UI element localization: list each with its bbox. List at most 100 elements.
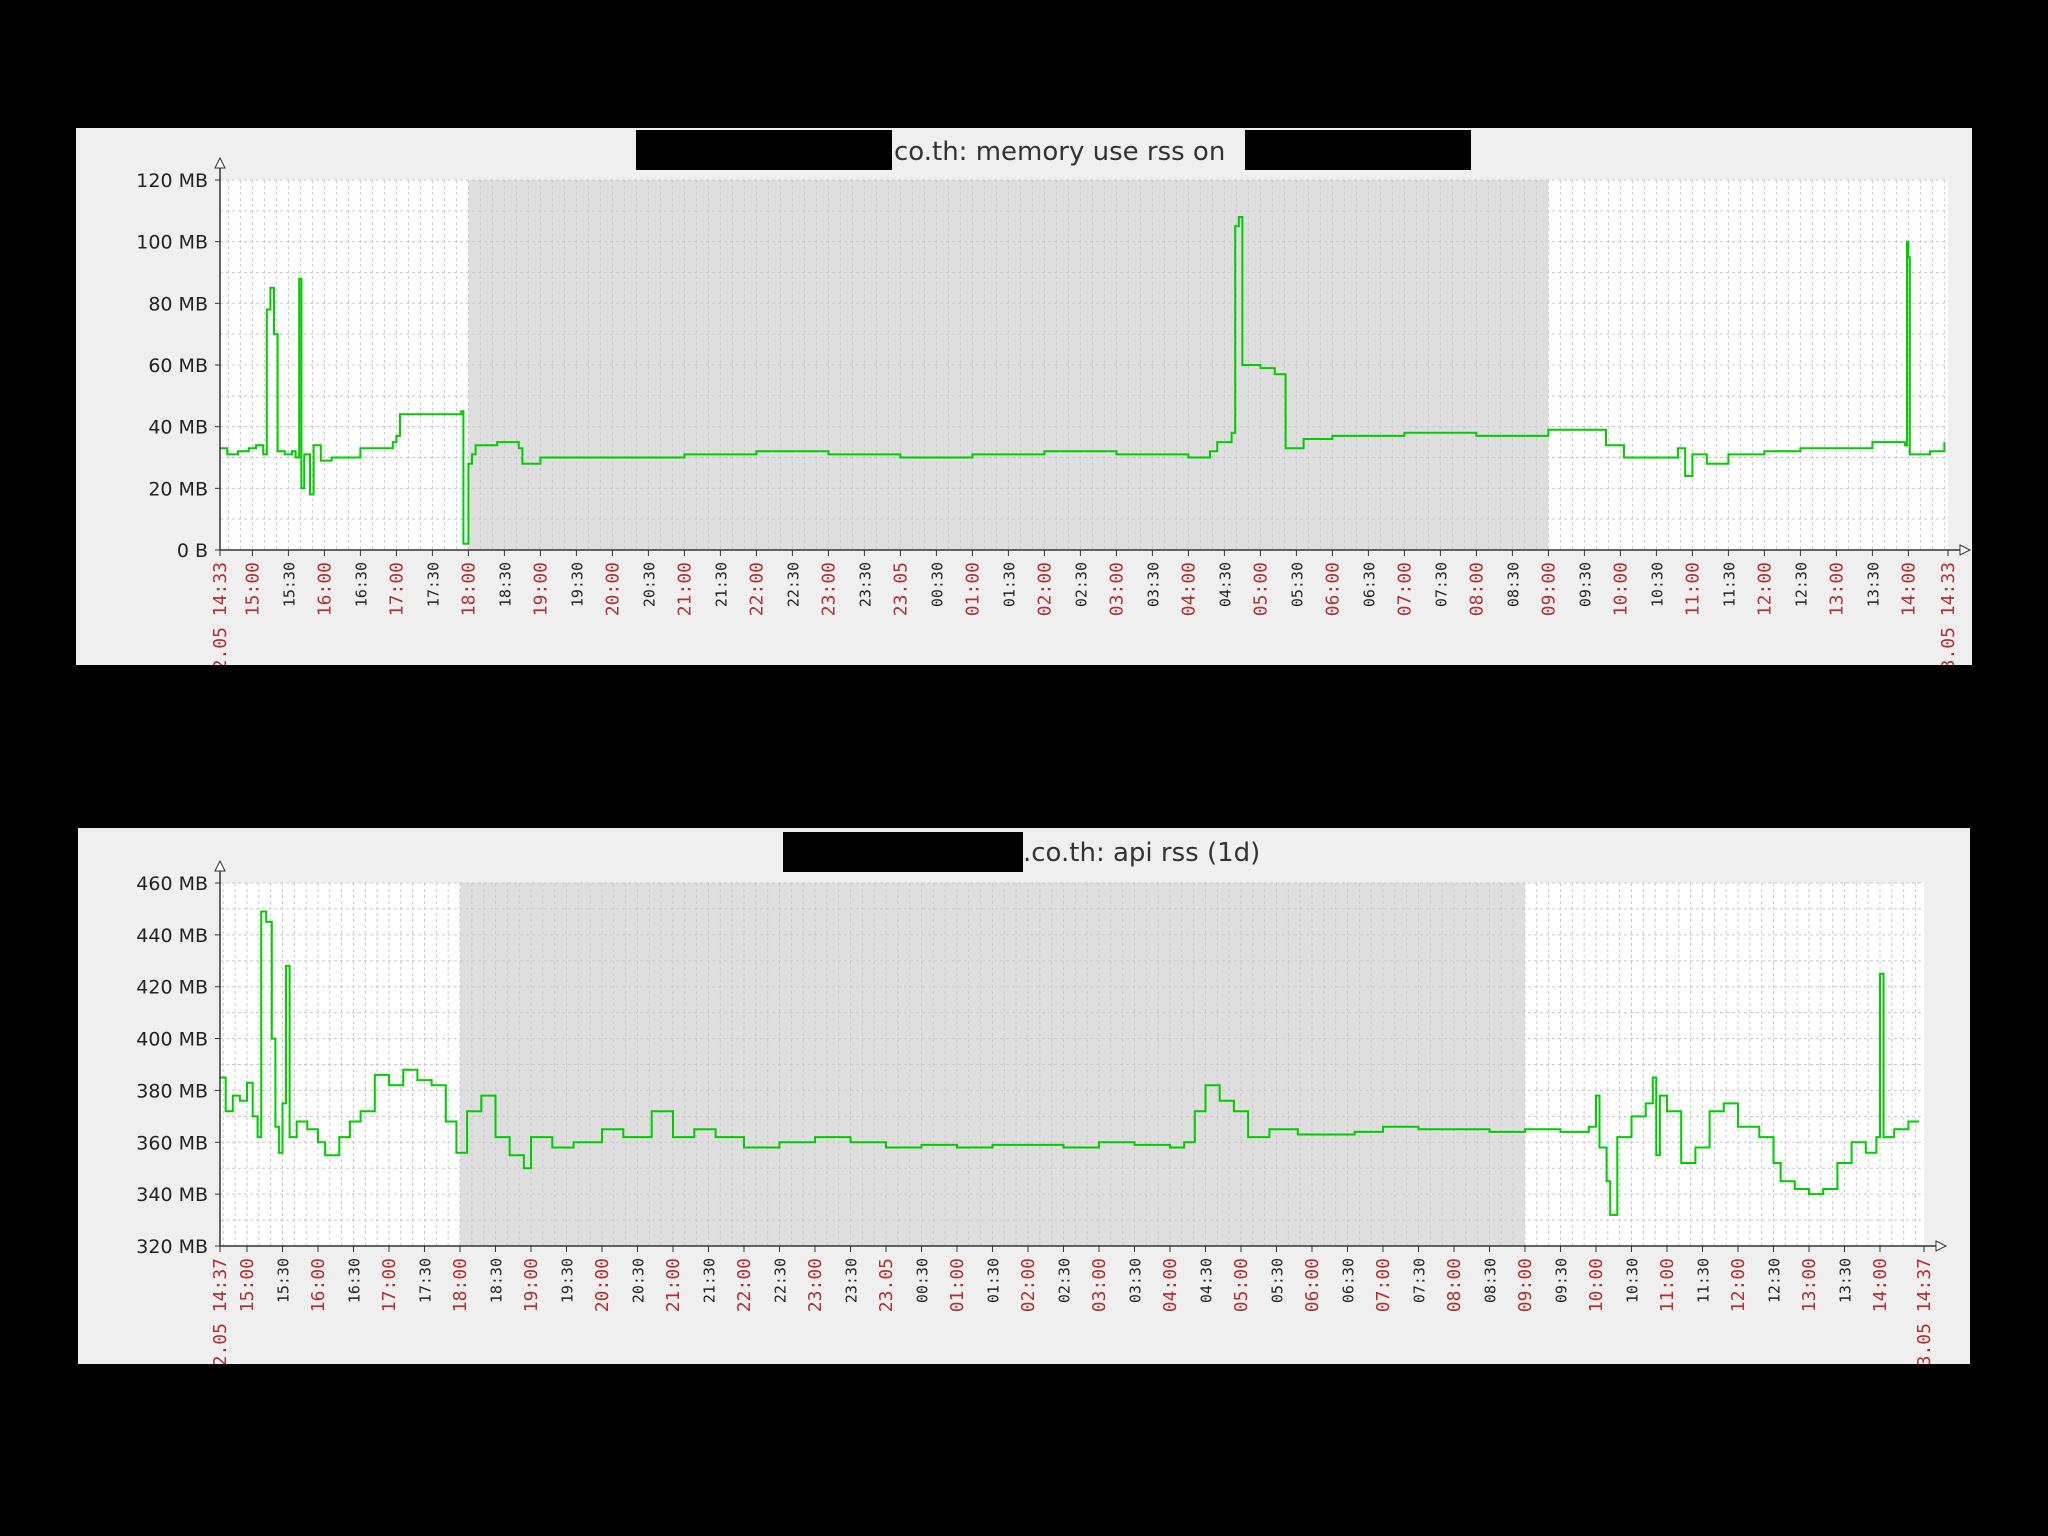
x-tick-label: 02:00 — [1034, 562, 1055, 616]
x-tick-label: 17:00 — [379, 1258, 400, 1312]
x-tick-label: 16:00 — [308, 1258, 329, 1312]
title-redaction-right — [1245, 130, 1471, 170]
x-tick-label: 06:00 — [1322, 562, 1343, 616]
y-axis-arrow — [214, 859, 226, 872]
x-tick-label: 04:30 — [1216, 562, 1234, 607]
y-tick-label: 400 MB — [136, 1029, 208, 1051]
y-tick-label: 460 MB — [136, 873, 208, 895]
x-tick-label: 17:30 — [424, 562, 442, 607]
y-tick-label: 320 MB — [136, 1236, 208, 1258]
x-tick-label: 09:00 — [1515, 1258, 1536, 1312]
x-tick-label: 13:00 — [1826, 562, 1847, 616]
x-tick-label: 23:30 — [856, 562, 874, 607]
x-tick-label: 22:30 — [784, 562, 802, 607]
title-redaction-left — [636, 130, 892, 170]
x-tick-label: 01:30 — [1000, 562, 1018, 607]
x-tick-label: 08:30 — [1482, 1258, 1500, 1303]
x-axis-arrow — [1935, 1240, 1948, 1252]
grid — [220, 179, 1948, 551]
x-tick-label: 12:00 — [1728, 1258, 1749, 1312]
x-tick-label: 22:00 — [746, 562, 767, 616]
x-tick-label: 03:00 — [1089, 1258, 1110, 1312]
x-tick-label: 08:30 — [1504, 562, 1522, 607]
x-tick-label: 18:30 — [496, 562, 514, 607]
x-tick-label: 00:30 — [914, 1258, 932, 1303]
y-tick-label: 20 MB — [148, 478, 208, 500]
plot-area — [220, 882, 1924, 1247]
chart-title: co.th: memory use rss on — [894, 137, 1225, 167]
memory-rss-graph-panel: co.th: memory use rss on 0 B 20 MB 40 MB 60… — [76, 128, 1972, 665]
x-tick-label: 15:30 — [280, 562, 298, 607]
x-tick-label: 20:30 — [630, 1258, 648, 1303]
x-tick-label: 05:30 — [1269, 1258, 1287, 1303]
x-tick-label: 01:00 — [947, 1258, 968, 1312]
x-tick-label: 20:00 — [592, 1258, 613, 1312]
x-tick-label: 04:00 — [1160, 1258, 1181, 1312]
x-tick-label: 16:00 — [314, 562, 335, 616]
x-tick-label: 13:30 — [1837, 1258, 1855, 1303]
x-tick-label: 2.05 14:33 — [210, 562, 231, 665]
x-tick-label: 14:00 — [1870, 1258, 1891, 1312]
x-tick-label: 10:30 — [1624, 1258, 1642, 1303]
x-tick-label: 04:00 — [1178, 562, 1199, 616]
x-tick-label: 19:00 — [521, 1258, 542, 1312]
x-tick-label: 14:00 — [1898, 562, 1919, 616]
memory-rss-chart: co.th: memory use rss on 0 B 20 MB 40 MB 60… — [136, 130, 1972, 665]
x-tick-label: 2.05 14:37 — [210, 1258, 231, 1364]
x-tick-label: 23.05 — [890, 562, 911, 616]
x-tick-label: 3.05 14:37 — [1914, 1258, 1935, 1364]
x-tick-label: 11:00 — [1682, 562, 1703, 616]
x-tick-label: 06:00 — [1302, 1258, 1323, 1312]
x-tick-label: 21:30 — [701, 1258, 719, 1303]
x-tick-label: 15:30 — [275, 1258, 293, 1303]
y-tick-label: 120 MB — [136, 170, 208, 192]
x-tick-label: 23:30 — [843, 1258, 861, 1303]
x-tick-label: 11:30 — [1720, 562, 1738, 607]
api-rss-chart: .co.th: api rss (1d) 320 MB 340 MB 360 MB 3… — [136, 832, 1948, 1364]
x-tick-label: 10:00 — [1586, 1258, 1607, 1312]
x-tick-label: 07:00 — [1373, 1258, 1394, 1312]
y-tick-label: 0 B — [177, 540, 208, 562]
x-axis-arrow — [1959, 544, 1972, 556]
x-tick-label: 05:30 — [1288, 562, 1306, 607]
grid — [220, 882, 1924, 1247]
x-tick-label: 21:00 — [674, 562, 695, 616]
x-tick-label: 08:00 — [1466, 562, 1487, 616]
x-tick-label: 03:00 — [1106, 562, 1127, 616]
x-tick-label: 12:30 — [1792, 562, 1810, 607]
x-tick-label: 12:00 — [1754, 562, 1775, 616]
x-tick-label: 3.05 14:33 — [1938, 562, 1959, 665]
x-tick-label: 02:00 — [1018, 1258, 1039, 1312]
x-tick-label: 22:00 — [734, 1258, 755, 1312]
y-tick-label: 420 MB — [136, 977, 208, 999]
x-tick-label: 06:30 — [1340, 1258, 1358, 1303]
x-tick-label: 05:00 — [1250, 562, 1271, 616]
x-tick-label: 03:30 — [1144, 562, 1162, 607]
x-tick-label: 04:30 — [1198, 1258, 1216, 1303]
y-tick-label: 40 MB — [148, 417, 208, 439]
y-tick-label: 360 MB — [136, 1132, 208, 1154]
x-tick-label: 09:30 — [1553, 1258, 1571, 1303]
x-tick-label: 16:30 — [346, 1258, 364, 1303]
x-tick-label: 23:00 — [805, 1258, 826, 1312]
x-tick-label: 17:00 — [386, 562, 407, 616]
y-axis-arrow — [214, 156, 226, 169]
y-tick-label: 340 MB — [136, 1184, 208, 1206]
x-tick-label: 22:30 — [772, 1258, 790, 1303]
chart-title: .co.th: api rss (1d) — [1023, 838, 1260, 868]
y-tick-label: 100 MB — [136, 232, 208, 254]
x-tick-label: 11:00 — [1657, 1258, 1678, 1312]
x-tick-label: 02:30 — [1056, 1258, 1074, 1303]
x-tick-label: 01:00 — [962, 562, 983, 616]
x-tick-label: 23.05 — [876, 1258, 897, 1312]
x-tick-label: 19:30 — [568, 562, 586, 607]
x-tick-label: 21:30 — [712, 562, 730, 607]
x-tick-label: 15:00 — [237, 1258, 258, 1312]
x-tick-label: 06:30 — [1360, 562, 1378, 607]
x-tick-label: 12:30 — [1766, 1258, 1784, 1303]
x-tick-label: 15:00 — [242, 562, 263, 616]
y-tick-label: 80 MB — [148, 293, 208, 315]
x-tick-label: 19:00 — [530, 562, 551, 616]
title-redaction-left — [783, 832, 1023, 872]
x-tick-label: 21:00 — [663, 1258, 684, 1312]
